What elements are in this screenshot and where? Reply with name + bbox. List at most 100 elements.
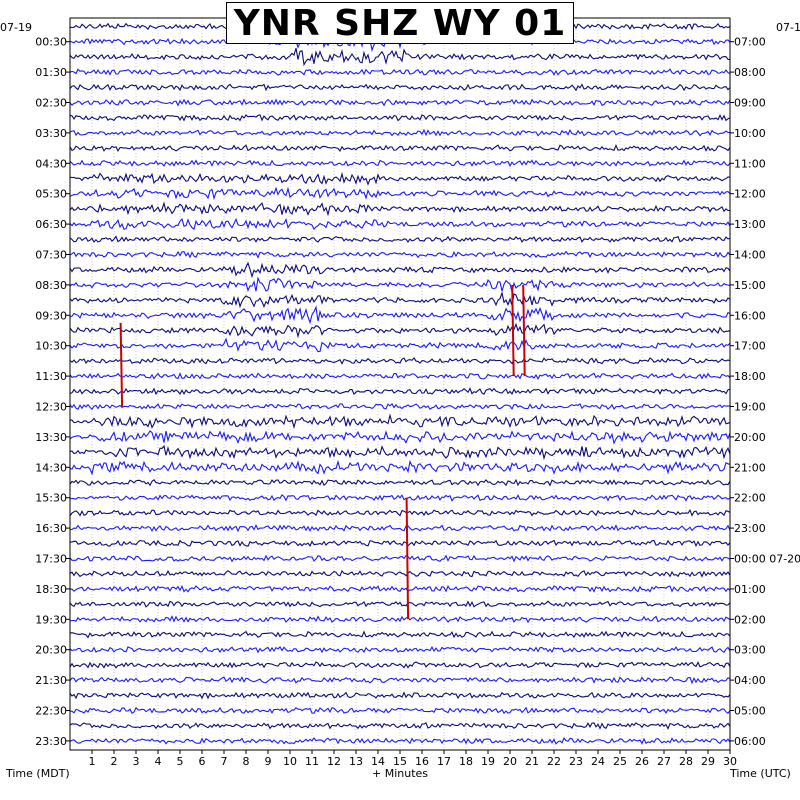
trace-row-18 <box>69 290 731 309</box>
trace-row-38 <box>69 600 731 608</box>
x-tick-label-5: 5 <box>177 755 184 768</box>
trace-row-40 <box>69 630 731 639</box>
trace-row-15 <box>69 250 731 259</box>
trace-row-47 <box>69 737 731 745</box>
trace-row-44 <box>69 691 731 700</box>
trace-row-29 <box>69 459 731 476</box>
left-time-label-14: 14:30 <box>35 461 67 474</box>
event-picks <box>119 284 526 620</box>
right-time-label-19: 02:00 <box>734 613 766 626</box>
chart-title-box: YNR SHZ WY 01 <box>226 2 574 44</box>
trace-row-31 <box>69 494 731 502</box>
left-time-label-3: 03:30 <box>35 127 67 140</box>
x-tick-label-3: 3 <box>133 755 140 768</box>
trace-row-45 <box>69 706 731 715</box>
left-time-label-6: 06:30 <box>35 218 67 231</box>
right-time-label-12: 19:00 <box>734 401 766 414</box>
left-time-label-10: 10:30 <box>35 340 67 353</box>
left-date-label: 07-19 <box>0 21 32 34</box>
x-tick-label-19: 19 <box>481 755 495 768</box>
trace-row-36 <box>69 569 731 578</box>
trace-row-8 <box>69 143 731 153</box>
right-time-label-20: 03:00 <box>734 644 766 657</box>
left-time-label-16: 16:30 <box>35 522 67 535</box>
pick-line-1 <box>511 284 515 377</box>
left-time-label-19: 19:30 <box>35 613 67 626</box>
grid-lines <box>91 18 709 750</box>
x-tick-label-13: 13 <box>349 755 363 768</box>
x-tick-label-18: 18 <box>459 755 473 768</box>
trace-row-33 <box>69 524 731 533</box>
x-tick-label-22: 22 <box>547 755 561 768</box>
right-time-label-17: 00:00 07-20 <box>734 553 800 566</box>
left-time-label-4: 04:30 <box>35 157 67 170</box>
x-tick-label-12: 12 <box>327 755 341 768</box>
trace-row-14 <box>69 235 731 243</box>
trace-row-19 <box>69 305 731 325</box>
trace-row-34 <box>69 539 731 547</box>
trace-row-7 <box>69 128 730 137</box>
trace-row-2 <box>69 47 730 67</box>
trace-row-35 <box>69 554 731 563</box>
right-time-labels: 07:00 08:00 09:00 10:00 11:00 12:00 13:00 14:00… <box>730 36 800 748</box>
right-time-label-16: 23:00 <box>734 522 766 535</box>
x-tick-label-15: 15 <box>393 755 407 768</box>
x-tick-label-21: 21 <box>525 755 539 768</box>
trace-row-1 <box>69 34 731 53</box>
chart-title: YNR SHZ WY 01 <box>233 2 567 44</box>
left-time-label-12: 12:30 <box>35 401 67 414</box>
right-date-label: 07-1 <box>776 21 800 34</box>
x-tick-label-6: 6 <box>199 755 206 768</box>
right-time-label-3: 10:00 <box>734 127 766 140</box>
left-time-label-22: 22:30 <box>35 705 67 718</box>
trace-row-32 <box>69 509 731 517</box>
x-tick-label-8: 8 <box>243 755 250 768</box>
left-axis-title: Time (MDT) <box>5 767 70 780</box>
trace-row-20 <box>69 322 731 339</box>
left-time-label-2: 02:30 <box>35 97 67 110</box>
trace-row-10 <box>69 171 731 186</box>
trace-row-37 <box>69 584 731 593</box>
trace-row-43 <box>69 676 731 685</box>
x-tick-label-28: 28 <box>679 755 693 768</box>
x-tick-label-1: 1 <box>89 755 96 768</box>
right-time-label-8: 15:00 <box>734 279 766 292</box>
x-tick-label-27: 27 <box>657 755 671 768</box>
x-tick-label-20: 20 <box>503 755 517 768</box>
trace-row-3 <box>69 68 731 76</box>
x-tick-label-11: 11 <box>305 755 319 768</box>
left-time-label-7: 07:30 <box>35 249 67 262</box>
x-tick-label-14: 14 <box>371 755 385 768</box>
trace-row-42 <box>69 661 731 669</box>
x-tick-label-9: 9 <box>265 755 272 768</box>
trace-row-27 <box>69 430 731 445</box>
trace-row-41 <box>69 645 731 654</box>
x-tick-label-10: 10 <box>283 755 297 768</box>
pick-line-0 <box>119 322 124 407</box>
trace-row-22 <box>69 356 731 365</box>
right-time-label-13: 20:00 <box>734 431 766 444</box>
left-time-labels: 00:30 01:30 02:30 03:30 04:30 05:30 06:30 07:30… <box>35 36 70 748</box>
trace-row-30 <box>69 478 731 487</box>
right-time-label-1: 08:00 <box>734 66 766 79</box>
right-time-label-2: 09:00 <box>734 97 766 110</box>
right-time-label-10: 17:00 <box>734 340 766 353</box>
left-time-label-9: 09:30 <box>35 309 67 322</box>
left-time-label-18: 18:30 <box>35 583 67 596</box>
left-time-label-21: 21:30 <box>35 674 67 687</box>
left-time-label-0: 00:30 <box>35 36 67 49</box>
x-tick-label-29: 29 <box>701 755 715 768</box>
x-tick-label-24: 24 <box>591 755 605 768</box>
trace-row-21 <box>69 337 731 353</box>
trace-row-26 <box>70 413 731 430</box>
left-time-label-8: 08:30 <box>35 279 67 292</box>
trace-row-17 <box>69 276 731 293</box>
trace-row-39 <box>69 615 731 624</box>
trace-row-28 <box>69 444 731 461</box>
right-time-label-9: 16:00 <box>734 309 766 322</box>
trace-row-12 <box>69 201 730 217</box>
x-tick-label-16: 16 <box>415 755 429 768</box>
right-time-label-15: 22:00 <box>734 492 766 505</box>
trace-row-23 <box>69 372 731 380</box>
